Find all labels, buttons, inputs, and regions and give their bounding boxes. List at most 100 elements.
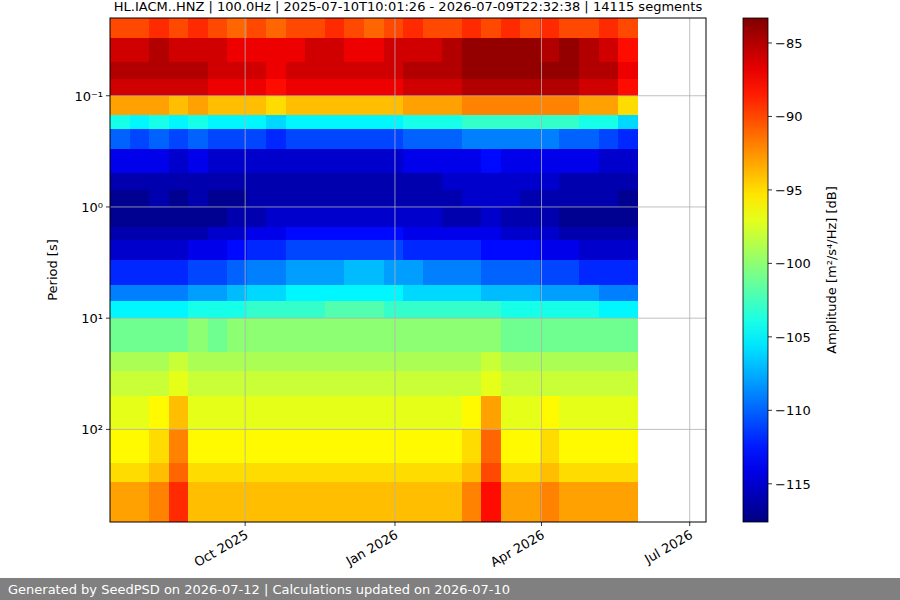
psd-cell — [423, 463, 443, 483]
psd-cell — [599, 371, 619, 396]
psd-cell — [130, 318, 150, 352]
psd-cell — [110, 96, 130, 116]
psd-cell — [208, 227, 228, 241]
psd-cell — [442, 79, 462, 97]
psd-cell — [501, 62, 521, 79]
psd-cell — [481, 96, 501, 116]
psd-cell — [325, 62, 345, 79]
psd-cell — [384, 301, 404, 319]
psd-cell — [579, 429, 599, 463]
psd-cell — [599, 149, 619, 174]
psd-cell — [481, 62, 501, 79]
psd-cell — [149, 96, 169, 116]
psd-cell — [149, 129, 169, 149]
psd-cell — [403, 482, 423, 522]
y-tick — [106, 206, 110, 207]
psd-cell — [130, 79, 150, 97]
grid-line — [541, 18, 542, 522]
grid-line — [394, 18, 395, 522]
psd-cell — [110, 260, 130, 285]
psd-cell — [247, 18, 267, 38]
psd-cell — [599, 62, 619, 79]
psd-cell — [618, 96, 638, 116]
psd-cell — [208, 96, 228, 116]
psd-cell — [579, 396, 599, 430]
psd-cell — [188, 190, 208, 208]
psd-cell — [305, 352, 325, 372]
psd-cell — [481, 227, 501, 241]
psd-cell — [169, 207, 189, 227]
psd-cell — [599, 190, 619, 208]
psd-cell — [442, 371, 462, 396]
psd-cell — [286, 352, 306, 372]
psd-cell — [384, 371, 404, 396]
psd-cell — [618, 227, 638, 241]
psd-cell — [384, 207, 404, 227]
psd-cell — [344, 463, 364, 483]
psd-cell — [540, 482, 560, 522]
psd-cell — [149, 260, 169, 285]
psd-cell — [364, 260, 384, 285]
psd-cell — [208, 301, 228, 319]
psd-cell — [188, 96, 208, 116]
psd-cell — [384, 429, 404, 463]
x-tick — [689, 522, 690, 526]
psd-cell — [247, 318, 267, 352]
psd-cell — [384, 260, 404, 285]
psd-cell — [364, 115, 384, 129]
colorbar — [743, 18, 768, 522]
psd-cell — [110, 173, 130, 190]
psd-cell — [266, 207, 286, 227]
psd-cell — [423, 207, 443, 227]
psd-cell — [423, 115, 443, 129]
grid-line — [110, 206, 706, 207]
footer-bar — [0, 578, 900, 600]
psd-cell — [520, 301, 540, 319]
psd-cell — [344, 207, 364, 227]
psd-cell — [130, 260, 150, 285]
psd-cell — [305, 463, 325, 483]
psd-cell — [266, 463, 286, 483]
psd-cell — [403, 227, 423, 241]
psd-cell — [227, 207, 247, 227]
psd-cell — [325, 129, 345, 149]
psd-cell — [540, 173, 560, 190]
psd-cell — [266, 318, 286, 352]
psd-cell — [559, 352, 579, 372]
psd-cell — [188, 429, 208, 463]
psd-cell — [227, 62, 247, 79]
psd-cell — [364, 352, 384, 372]
psd-cell — [384, 190, 404, 208]
psd-cell — [618, 38, 638, 63]
psd-cell — [130, 62, 150, 79]
psd-cell — [520, 371, 540, 396]
psd-cell — [442, 260, 462, 285]
psd-cell — [423, 79, 443, 97]
psd-cell — [305, 96, 325, 116]
psd-cell — [188, 482, 208, 522]
psd-cell — [266, 371, 286, 396]
psd-cell — [501, 96, 521, 116]
psd-cell — [462, 396, 482, 430]
psd-cell — [579, 62, 599, 79]
colorbar-tick — [768, 483, 772, 484]
psd-cell — [286, 62, 306, 79]
psd-cell — [286, 79, 306, 97]
psd-cell — [501, 352, 521, 372]
grid — [110, 18, 706, 522]
psd-cell — [266, 38, 286, 63]
y-tick-label: 10² — [81, 422, 103, 437]
psd-cell — [559, 18, 579, 38]
psd-cell — [501, 371, 521, 396]
psd-cell — [305, 129, 325, 149]
psd-cell — [188, 352, 208, 372]
psd-cell — [364, 240, 384, 260]
psd-cell — [247, 227, 267, 241]
psd-cell — [599, 463, 619, 483]
psd-cell — [364, 207, 384, 227]
psd-cell — [208, 352, 228, 372]
colorbar-tick-label: −110 — [775, 403, 811, 418]
psd-cell — [227, 149, 247, 174]
psd-cell — [364, 38, 384, 63]
y-tick-label: 10⁻¹ — [74, 89, 103, 104]
